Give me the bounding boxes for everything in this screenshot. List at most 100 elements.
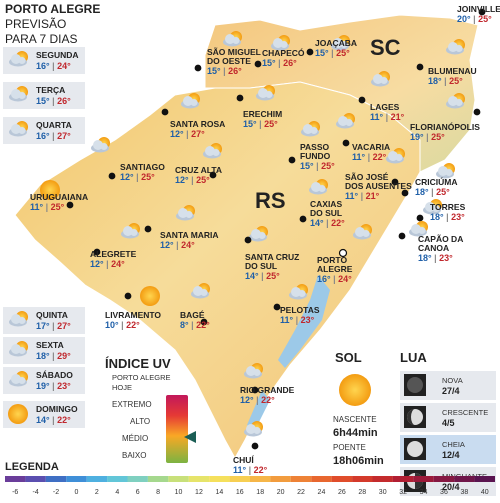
max-temp: 24°	[338, 274, 352, 284]
cloud	[258, 232, 266, 239]
separator: |	[174, 240, 182, 250]
max-temp: 22°	[57, 415, 71, 425]
city-dot	[273, 303, 281, 311]
legend-swatch	[86, 476, 108, 482]
cloud	[362, 230, 370, 237]
max-temp: 26°	[57, 96, 71, 106]
temperature: 15° | 26°	[262, 58, 297, 68]
temperature: 15° | 26°	[36, 96, 71, 106]
sunset-time: 18h06min	[333, 455, 384, 467]
city-name: SANTA MARIA	[160, 230, 219, 240]
day-name: SEXTA	[36, 340, 64, 350]
uv-level: MÉDIO	[122, 434, 148, 443]
temperature: 18° | 25°	[415, 187, 450, 197]
cloud	[18, 92, 26, 99]
temperature: 16° | 24°	[317, 274, 352, 284]
sun	[140, 286, 160, 306]
legend-swatch	[229, 476, 250, 482]
weather-icon	[436, 163, 455, 179]
min-temp: 19°	[410, 132, 424, 142]
city-name: BAGÉ	[180, 310, 205, 320]
separator: |	[429, 187, 437, 197]
weather-icon	[271, 35, 290, 51]
temperature: 11° | 21°	[345, 191, 380, 201]
legend-tick: 22	[297, 489, 305, 496]
rs-state	[14, 81, 421, 460]
max-temp: 25°	[141, 172, 155, 182]
legend-tick: 18	[256, 489, 264, 496]
cloud	[18, 127, 26, 134]
separator: |	[257, 119, 265, 129]
min-temp: 20°	[457, 14, 471, 24]
city-dot	[93, 248, 101, 256]
city-name: URUGUAIANA	[30, 192, 88, 202]
legend-swatch	[45, 476, 67, 482]
weather-icon	[91, 137, 110, 153]
min-temp: 14°	[245, 271, 259, 281]
legend-tick: 4	[115, 489, 119, 496]
cloud	[273, 38, 283, 48]
cloud	[418, 227, 426, 234]
moon-phase: CHEIA	[442, 440, 465, 449]
sunrise-label: NASCENTE	[333, 415, 377, 424]
min-temp: 15°	[243, 119, 257, 129]
cloud	[93, 140, 103, 150]
sun-icon	[8, 404, 28, 424]
city-dot	[251, 442, 259, 450]
lagoa-mirim	[247, 390, 270, 430]
weather-icon	[423, 199, 442, 215]
min-temp: 18°	[418, 253, 432, 263]
legend-swatch	[433, 476, 455, 482]
sunset-label: POENTE	[333, 443, 366, 452]
min-temp: 18°	[415, 187, 429, 197]
city-dot	[288, 156, 296, 164]
moon-phase: NOVA	[442, 376, 463, 385]
max-temp: 22°	[373, 152, 387, 162]
temperature: 12° | 24°	[160, 240, 195, 250]
city-dot	[416, 214, 424, 222]
temperature: 14° | 25°	[245, 271, 280, 281]
uv-panel: ÍNDICE UV PORTO ALEGRE HOJE EXTREMO ALTO…	[105, 356, 196, 463]
cloud	[205, 146, 215, 156]
day-name: QUARTA	[36, 120, 72, 130]
city-dot	[124, 292, 132, 300]
min-temp: 15°	[315, 48, 329, 58]
city-dot	[66, 201, 74, 209]
legend-swatch	[311, 476, 332, 482]
separator: |	[432, 253, 440, 263]
legend-swatch	[413, 476, 434, 482]
max-temp: 25°	[196, 175, 210, 185]
separator: |	[189, 175, 197, 185]
cloud	[225, 34, 235, 44]
legend-tick: 24	[318, 489, 326, 496]
city-name: CRICIÚMA	[415, 176, 458, 187]
separator: |	[293, 315, 301, 325]
max-temp: 25°	[449, 76, 463, 86]
weather-icon	[9, 121, 28, 137]
max-temp: 22°	[126, 320, 140, 330]
max-temp: 25°	[266, 271, 280, 281]
legend-tick: 12	[195, 489, 203, 496]
cloud	[448, 42, 458, 52]
legend-swatch	[250, 476, 271, 482]
legend-swatch	[352, 476, 373, 482]
header-title: PORTO ALEGRE	[5, 2, 100, 16]
moon-icon	[407, 441, 423, 457]
cloud	[438, 166, 448, 176]
legend-swatch	[209, 476, 230, 482]
min-temp: 15°	[300, 161, 314, 171]
separator: |	[184, 129, 192, 139]
temperature: 18° | 23°	[430, 212, 465, 222]
legend-tick: 8	[156, 489, 160, 496]
temperature: 11° | 23°	[280, 315, 315, 325]
legend-swatch	[331, 476, 353, 482]
sun-icon	[40, 180, 60, 200]
city-name: CHAPECÓ	[262, 47, 305, 58]
min-temp: 15°	[262, 58, 276, 68]
city-name: LIVRAMENTO	[105, 310, 161, 320]
min-temp: 11°	[30, 202, 44, 212]
min-temp: 12°	[240, 395, 254, 405]
cloud	[183, 96, 193, 106]
separator: |	[119, 320, 127, 330]
weather-icon	[191, 283, 210, 299]
